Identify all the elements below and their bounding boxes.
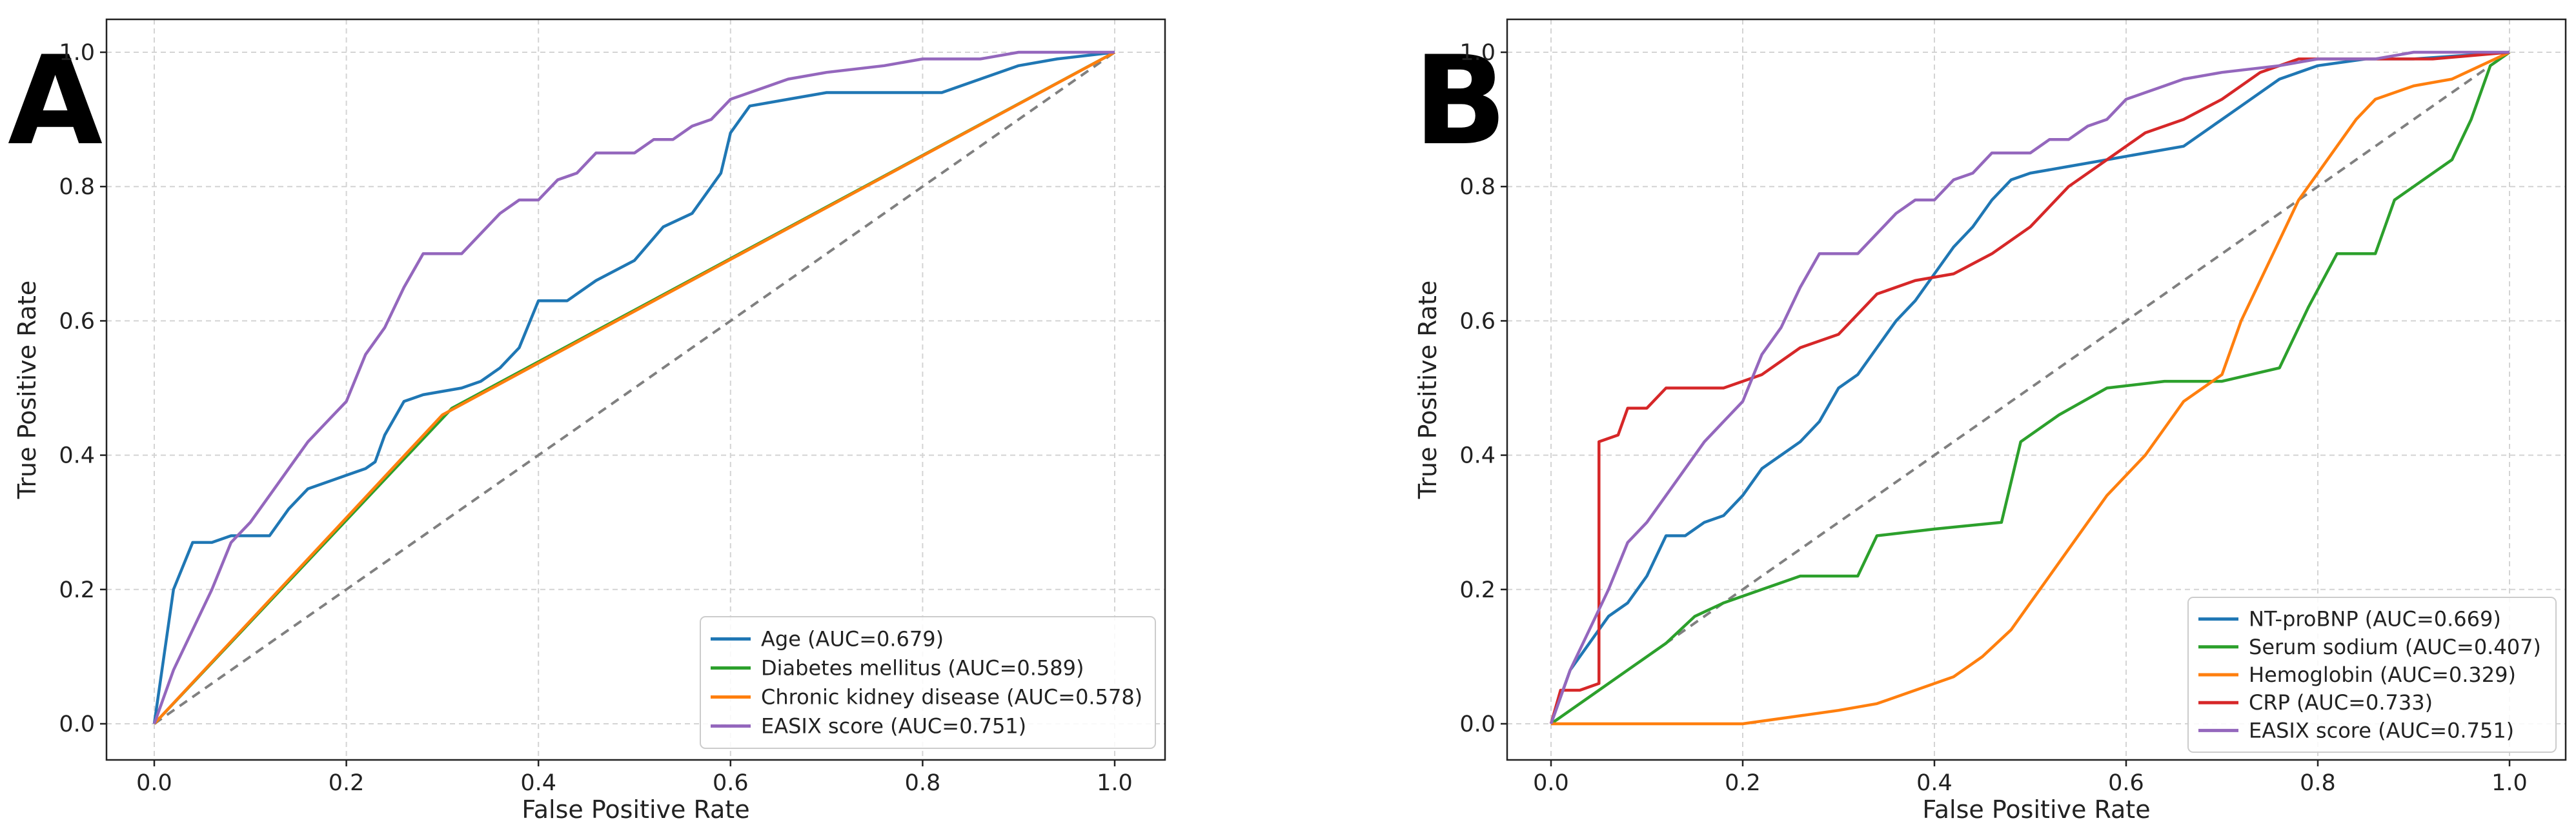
roc-curve-easix-score bbox=[1549, 50, 2510, 724]
legend-label: Chronic kidney disease (AUC=0.578) bbox=[761, 685, 1142, 710]
x-tick-label: 0.2 bbox=[329, 770, 365, 796]
roc-curve-serum-sodium bbox=[1550, 51, 2511, 725]
panel-b: B 0.0 0.2 0.4 0.6 0.8 1.0 0.0 0.2 0.4 0.6 0.8 1.0 Fal… bbox=[1414, 18, 2567, 824]
roc-curve-crp bbox=[1549, 50, 2510, 724]
y-axis-label: True Positive Rate bbox=[13, 281, 41, 500]
x-axis-label: False Positive Rate bbox=[1922, 795, 2150, 824]
axes-frame bbox=[105, 18, 1166, 761]
legend-label: CRP (AUC=0.733) bbox=[2249, 690, 2433, 715]
roc-curve-hemoglobin bbox=[1551, 50, 2510, 726]
x-tick-label: 0.0 bbox=[136, 770, 172, 796]
axes-frame bbox=[1506, 18, 2567, 761]
reference-diagonal-line bbox=[153, 51, 1116, 725]
roc-curve-easix-score bbox=[152, 50, 1115, 724]
x-tick-label: 0.8 bbox=[2300, 770, 2336, 796]
panel-a: A 0.0 0.2 0.4 0.6 0.8 1.0 0.0 0.2 0.4 0.6 0.8 1.0 Fal… bbox=[8, 18, 1166, 824]
roc-curve-age bbox=[152, 50, 1115, 724]
y-tick-label: 0.8 bbox=[59, 174, 95, 200]
y-axis-label: True Positive Rate bbox=[1414, 281, 1442, 500]
panel-letter: B bbox=[1414, 30, 1507, 172]
x-tick-label: 0.6 bbox=[713, 770, 749, 796]
x-tick-label: 0.4 bbox=[520, 770, 556, 796]
x-tick-label: 1.0 bbox=[1097, 770, 1133, 796]
x-tick-label: 0.8 bbox=[905, 770, 941, 796]
legend-label: EASIX score (AUC=0.751) bbox=[761, 714, 1026, 739]
y-tick-label: 1.0 bbox=[59, 40, 95, 66]
legend-box bbox=[700, 616, 1156, 749]
y-tick-label: 0.6 bbox=[59, 308, 95, 334]
panel-letter: A bbox=[8, 30, 103, 172]
legend: NT-proBNP (AUC=0.669) Serum sodium (AUC=0… bbox=[2187, 597, 2557, 753]
x-axis-label: False Positive Rate bbox=[522, 795, 749, 824]
legend: Age (AUC=0.679) Diabetes mellitus (AUC=0.… bbox=[700, 616, 1156, 749]
y-tick-label: 0.8 bbox=[1459, 174, 1496, 200]
x-tick-label: 0.4 bbox=[1916, 770, 1952, 796]
legend-label: EASIX score (AUC=0.751) bbox=[2249, 718, 2514, 742]
y-tick-label: 0.4 bbox=[59, 443, 95, 469]
y-tick-label: 0.2 bbox=[59, 577, 95, 603]
y-tick-label: 1.0 bbox=[1459, 40, 1496, 66]
x-tick-label: 0.0 bbox=[1533, 770, 1569, 796]
x-tick-label: 0.2 bbox=[1725, 770, 1761, 796]
y-tick-label: 0.0 bbox=[1459, 712, 1496, 737]
y-tick-label: 0.2 bbox=[1459, 577, 1496, 603]
roc-curve-nt-probnp bbox=[1549, 50, 2510, 724]
x-tick-label: 1.0 bbox=[2491, 770, 2528, 796]
legend-box bbox=[2187, 597, 2557, 753]
y-tick-label: 0.4 bbox=[1459, 443, 1496, 469]
legend-label: Diabetes mellitus (AUC=0.589) bbox=[761, 656, 1084, 681]
legend-label: Age (AUC=0.679) bbox=[761, 627, 944, 652]
legend-label: NT-proBNP (AUC=0.669) bbox=[2249, 607, 2501, 632]
y-tick-label: 0.6 bbox=[1459, 308, 1496, 334]
legend-label: Serum sodium (AUC=0.407) bbox=[2249, 635, 2541, 659]
x-tick-label: 0.6 bbox=[2108, 770, 2144, 796]
y-tick-label: 0.0 bbox=[59, 712, 95, 737]
roc-curve-chronic-kidney-disease bbox=[153, 51, 1116, 725]
legend-label: Hemoglobin (AUC=0.329) bbox=[2249, 663, 2516, 687]
